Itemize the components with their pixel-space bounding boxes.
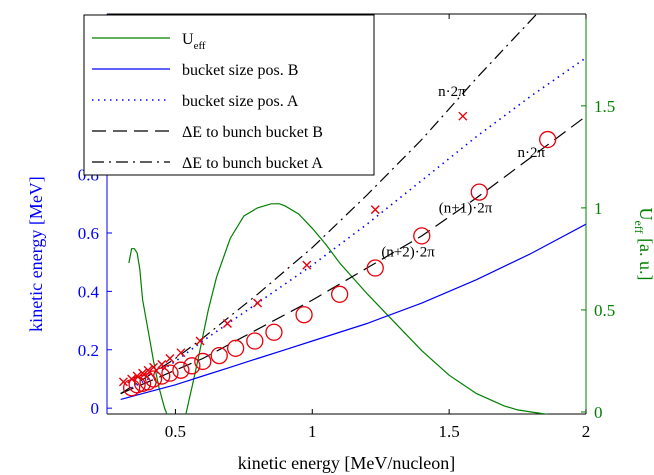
cross-marker	[222, 318, 232, 328]
legend-label-text: bucket size pos. B	[182, 62, 298, 79]
series-line-ueff	[128, 203, 550, 414]
left-y-tick-label: 0.4	[78, 282, 100, 301]
legend-label-text: bucket size pos. A	[182, 93, 299, 110]
annotation-label: n·2π	[438, 84, 466, 100]
x-tick-label: 1	[308, 422, 317, 441]
legend-label-delta_b: ΔE to bunch bucket B	[182, 124, 323, 141]
cross-marker	[165, 354, 175, 364]
legend-label-bucket_b: bucket size pos. B	[182, 62, 298, 79]
circle-marker	[470, 183, 488, 201]
cross-marker	[132, 371, 142, 381]
cross-marker	[118, 377, 128, 387]
cross-marker	[370, 205, 380, 215]
annotation-label: (n+2)·2π	[381, 244, 435, 260]
x-tick-label: 0.5	[165, 422, 186, 441]
series-layer	[120, 14, 586, 414]
annotation-label: n·2π	[517, 145, 545, 161]
circle-marker	[226, 339, 245, 357]
series-line-bucket_b	[120, 223, 586, 400]
cross-marker	[302, 260, 312, 270]
legend-label-text: ΔE to bunch bucket A	[182, 155, 323, 172]
circle-marker	[153, 367, 171, 385]
legend-label-bucket_a: bucket size pos. A	[182, 93, 299, 110]
legend-label-subscript: eff	[194, 40, 206, 52]
x-axis-label: kinetic energy [MeV/nucleon]	[238, 453, 456, 473]
legend-label-text: U	[182, 31, 194, 48]
circle-marker	[366, 259, 384, 277]
left-y-tick-label: 0	[91, 399, 100, 418]
circle-marker	[295, 306, 313, 324]
right-y-tick-label: 0	[594, 403, 603, 422]
legend-label-delta_a: ΔE to bunch bucket A	[182, 155, 323, 172]
circle-marker	[246, 332, 264, 350]
right-y-axis-label-unit: [a. u.]	[636, 234, 654, 281]
left-y-tick-label: 0.6	[78, 224, 99, 243]
circle-marker	[183, 357, 201, 375]
legend-label-text: ΔE to bunch bucket B	[182, 124, 323, 141]
circle-marker	[265, 323, 283, 341]
circle-marker	[144, 370, 163, 388]
left-y-tick-label: 0.2	[78, 341, 99, 360]
annotation-label: (n+1)·2π	[439, 201, 493, 217]
circle-marker	[210, 346, 228, 365]
circle-marker	[413, 227, 431, 245]
cross-marker	[253, 298, 263, 308]
right-y-axis-label-main: U	[636, 207, 654, 220]
left-y-axis-label: kinetic energy [MeV]	[26, 176, 46, 332]
legend: Ueff bucket size pos. B bucket size pos. A…	[83, 14, 375, 176]
right-y-tick-label: 1.5	[594, 97, 615, 116]
right-y-axis-label: Ueff [a. u.]	[632, 207, 654, 280]
circle-marker	[161, 364, 179, 382]
cross-marker	[195, 336, 205, 346]
cross-marker	[458, 111, 468, 121]
cross-marker	[143, 365, 153, 375]
x-tick-label: 2	[582, 422, 591, 441]
right-y-axis-label-subscript: eff	[632, 220, 646, 233]
series-line-delta_a	[120, 14, 538, 395]
legend-label-ueff: Ueff	[182, 31, 206, 52]
markers-layer	[118, 111, 557, 397]
right-y-tick-label: 1	[594, 199, 603, 218]
circle-marker	[172, 361, 190, 379]
x-tick-label: 1.5	[439, 422, 460, 441]
series-line-bucket_a	[120, 57, 586, 395]
circle-marker	[539, 130, 557, 149]
legend-box	[83, 14, 375, 176]
series-line-delta_b	[120, 115, 586, 395]
circle-marker	[194, 352, 212, 371]
right-y-tick-label: 0.5	[594, 301, 615, 320]
cross-marker	[176, 348, 186, 358]
circle-marker	[331, 285, 349, 303]
